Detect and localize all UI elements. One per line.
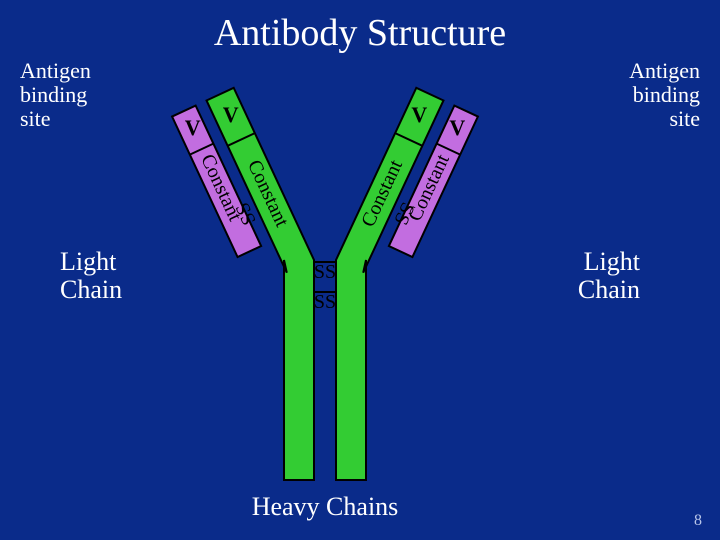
ss-label: SS [314,261,336,283]
antigen-binding-site-label-right: site [669,106,700,131]
antigen-binding-site-label-right: binding [633,82,700,107]
antigen-binding-site-label-left: binding [20,82,87,107]
antigen-binding-site-label-left: site [20,106,51,131]
ss-label: SS [314,291,336,313]
light-chain-label-right: Chain [578,275,640,304]
light-chain-label-left: Chain [60,275,122,304]
antigen-binding-site-label-right: Antigen [629,58,700,83]
antibody-diagram: Antibody StructureSSSSSSSSVVVVConstantCo… [0,0,720,540]
heavy-chains-label: Heavy Chains [252,492,399,521]
light-chain-label-left: Light [60,247,117,276]
v-label: V [223,102,239,127]
v-label: V [411,102,427,127]
slide-title: Antibody Structure [214,12,506,54]
v-label: V [449,115,465,140]
light-chain-label-right: Light [584,247,641,276]
antigen-binding-site-label-left: Antigen [20,58,91,83]
v-label: V [185,115,201,140]
slide: Antibody StructureSSSSSSSSVVVVConstantCo… [0,0,720,540]
page-number: 8 [694,512,702,530]
